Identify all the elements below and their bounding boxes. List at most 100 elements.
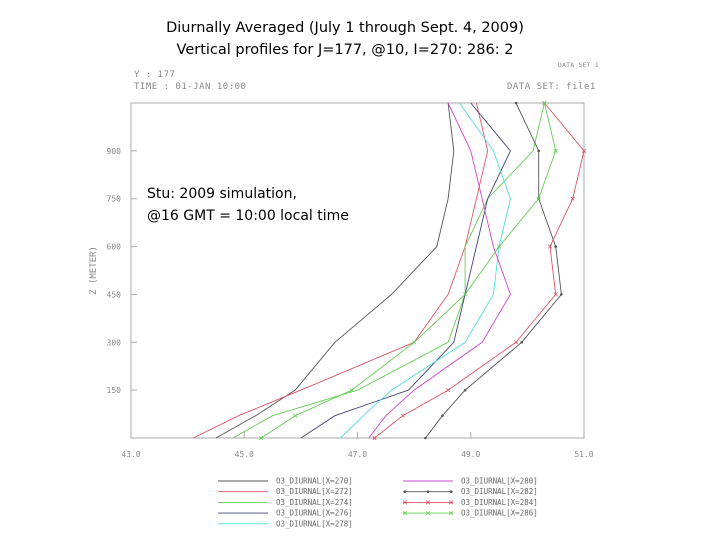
series-point (537, 149, 540, 153)
series-5 (368, 102, 511, 439)
series-point (372, 435, 377, 441)
point-stroke (581, 148, 587, 153)
series-line (215, 102, 455, 439)
series-line (300, 102, 511, 439)
series-point (553, 292, 558, 297)
series-point (259, 435, 264, 441)
series-2 (232, 102, 545, 439)
series-point (520, 340, 524, 344)
y-tick-label: 900 (107, 147, 122, 156)
series-3 (300, 102, 511, 439)
series-point (553, 148, 558, 153)
series-4 (340, 102, 511, 439)
series-point (402, 511, 408, 516)
legend-label: O3_DIURNAL[X=276] (276, 509, 353, 518)
series-point (400, 413, 405, 418)
point-stroke (400, 413, 405, 418)
point-stroke (349, 388, 354, 393)
legend-label: O3_DIURNAL[X=286] (461, 509, 538, 518)
legend-label: O3_DIURNAL[X=278] (276, 519, 353, 528)
chart-legend: O3_DIURNAL[X=270]O3_DIURNAL[X=272] O3_DIU… (218, 477, 538, 528)
series-point (425, 500, 431, 505)
series-point (547, 244, 553, 249)
x-tick-label: 51.0 (574, 450, 593, 459)
corner-text: DATA SET 1 (558, 62, 600, 69)
legend-entry: O3_DIURNAL[X=276] (218, 509, 353, 518)
series-point (463, 292, 468, 297)
series-7 (372, 100, 587, 441)
legend-entry: O3_DIURNAL[X=278] (218, 519, 353, 528)
series-point (426, 490, 430, 494)
y-tick-label: 600 (107, 243, 122, 252)
point-stroke (425, 500, 431, 505)
point-stroke (402, 511, 408, 516)
series-point (402, 500, 408, 505)
legend-label: O3_DIURNAL[X=284] (461, 498, 538, 507)
series-line (374, 102, 585, 439)
y-info-label: Y : 177 (134, 70, 176, 80)
series-point (403, 490, 407, 494)
slide-title-line-1: Diurnally Averaged (July 1 through Sept.… (166, 20, 524, 36)
series-line (232, 102, 545, 439)
legend-label: O3_DIURNAL[X=272] (276, 487, 353, 496)
x-tick-label: 47.0 (348, 450, 367, 459)
slide-title-line-2: Vertical profiles for J=177, @10, I=270:… (176, 42, 514, 58)
chart-axes: 43.0 45.0 47.0 49.0 51.0 900 750 600 450 300 150 Z … (89, 102, 594, 459)
series-point (496, 244, 502, 249)
series-point (293, 413, 298, 418)
x-tick-label: 49.0 (461, 450, 480, 459)
point-stroke (446, 388, 451, 393)
y-tick-label: 300 (107, 338, 122, 347)
point-stroke (448, 500, 454, 505)
point-stroke (463, 292, 468, 297)
annotation-line-1: Stu: 2009 simulation, (147, 186, 297, 202)
series-1 (193, 102, 489, 439)
y-tick-label: 750 (107, 195, 122, 204)
legend-entry: O3_DIURNAL[X=274] (218, 498, 353, 507)
legend-entry: O3_DIURNAL[X=282] (403, 487, 538, 496)
annotation-text: Stu: 2009 simulation, @16 GMT = 10:00 lo… (147, 183, 349, 227)
series-point (463, 388, 467, 392)
plot-frame (130, 102, 585, 439)
point-stroke (293, 413, 298, 418)
point-stroke (372, 435, 377, 441)
legend-entry: O3_DIURNAL[X=272] (218, 487, 353, 496)
legend-label: O3_DIURNAL[X=270] (276, 477, 353, 486)
series-point (349, 388, 354, 393)
point-stroke (542, 100, 547, 106)
series-point (412, 340, 417, 345)
series-point (536, 196, 541, 201)
point-stroke (536, 196, 541, 201)
point-stroke (553, 148, 558, 153)
y-tick-label: 450 (107, 290, 122, 299)
y-axis-label: Z (METER) (89, 246, 99, 295)
point-stroke (259, 435, 264, 441)
dataset-info-label: DATA SET: file1 (507, 82, 596, 92)
point-stroke (496, 244, 502, 249)
series-0 (215, 102, 455, 439)
series-layer (193, 100, 587, 441)
point-stroke (570, 196, 575, 201)
series-8 (259, 100, 558, 441)
legend-entry: O3_DIURNAL[X=280] (403, 477, 538, 486)
point-stroke (553, 292, 558, 297)
legend-entry: O3_DIURNAL[X=270] (218, 477, 353, 486)
point-stroke (448, 511, 454, 516)
series-line (340, 102, 511, 439)
series-point (542, 100, 547, 106)
legend-entry: O3_DIURNAL[X=284] (402, 498, 538, 507)
series-point (449, 490, 453, 494)
series-point (513, 340, 519, 345)
series-line (368, 102, 511, 439)
x-tick-label: 43.0 (121, 450, 140, 459)
legend-label: O3_DIURNAL[X=274] (276, 498, 353, 507)
series-6 (424, 101, 563, 440)
time-info-label: TIME : 01-JAN 10:00 (134, 82, 247, 92)
series-point (554, 245, 557, 248)
point-stroke (425, 511, 431, 516)
annotation-line-2: @16 GMT = 10:00 local time (147, 208, 349, 224)
series-point (448, 511, 454, 516)
legend-label: O3_DIURNAL[X=282] (461, 487, 538, 496)
series-point (448, 500, 454, 505)
